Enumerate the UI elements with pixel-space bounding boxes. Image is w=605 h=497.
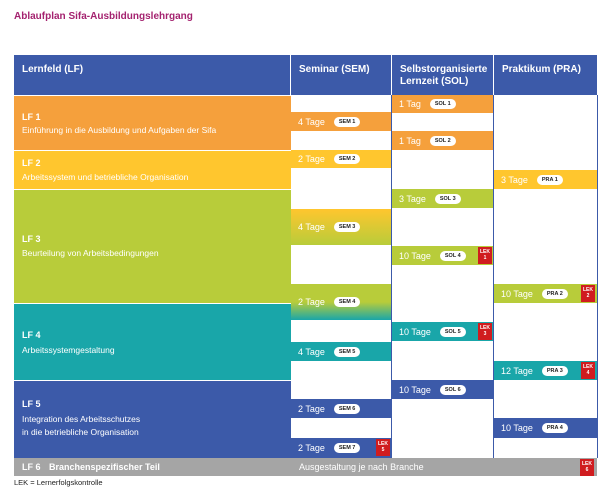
column-divider (391, 95, 392, 458)
page-title: Ablaufplan Sifa-Ausbildungslehrgang (14, 11, 193, 22)
sol4-block: 10 Tage SOL 4 (392, 246, 493, 265)
lf1-label: Einführung in die Ausbildung und Aufgabe… (22, 125, 217, 135)
lf6-band: LF 6 Branchenspezifischer Teil Ausgestal… (14, 458, 597, 476)
header-sol: Selbstorganisierte Lernzeit (SOL) (392, 55, 494, 95)
lf2-id: LF 2 (22, 158, 41, 168)
sem1-block: 4 Tage SEM 1 (291, 112, 391, 131)
pra3-block: 12 Tage PRA 3 (494, 361, 597, 380)
lek-4-marker: LEK 4 (581, 362, 595, 379)
pra1-badge: PRA 1 (536, 174, 563, 185)
pra3-badge: PRA 3 (541, 365, 568, 376)
pra2-badge: PRA 2 (541, 288, 568, 299)
lf5-label-line1: Integration des Arbeitsschutzes (22, 414, 141, 424)
lf1-band: LF 1 Einführung in die Ausbildung und Au… (14, 95, 291, 150)
lf4-label: Arbeitssystemgestaltung (22, 345, 115, 355)
lf5-id: LF 5 (22, 399, 41, 409)
sol5-block: 10 Tage SOL 5 (392, 322, 493, 341)
sem2-block: 2 Tage SEM 2 (291, 150, 391, 168)
lf2-band: LF 2 Arbeitssystem und betriebliche Orga… (14, 150, 291, 189)
sem7-badge: SEM 7 (333, 443, 361, 453)
lf3-id: LF 3 (22, 234, 41, 244)
header-lernfeld: Lernfeld (LF) (14, 55, 291, 95)
lek-2-marker: LEK 2 (581, 285, 595, 302)
lek-5-marker: LEK 5 (376, 439, 390, 456)
sol3-badge: SOL 3 (434, 193, 461, 204)
sol6-badge: SOL 6 (439, 384, 466, 395)
lf1-id: LF 1 (22, 112, 41, 122)
lf6-note: Ausgestaltung je nach Branche (299, 462, 424, 472)
sol1-badge: SOL 1 (429, 99, 456, 109)
pra2-block: 10 Tage PRA 2 (494, 284, 597, 303)
sem4-block: 2 Tage SEM 4 (291, 284, 391, 320)
sol6-block: 10 Tage SOL 6 (392, 380, 493, 399)
sol4-badge: SOL 4 (439, 250, 466, 261)
sem1-badge: SEM 1 (333, 116, 361, 127)
lf6-id: LF 6 (22, 462, 41, 472)
lf3-band: LF 3 Beurteilung von Arbeitsbedingungen (14, 189, 291, 303)
sem6-badge: SEM 6 (333, 403, 361, 414)
lf4-band: LF 4 Arbeitssystemgestaltung (14, 303, 291, 380)
sol5-badge: SOL 5 (439, 326, 466, 337)
sol3-block: 3 Tage SOL 3 (392, 189, 493, 208)
lf6-label: Branchenspezifischer Teil (49, 462, 160, 472)
sem6-block: 2 Tage SEM 6 (291, 399, 391, 418)
lf4-id: LF 4 (22, 330, 41, 340)
pra1-block: 3 Tage PRA 1 (494, 170, 597, 189)
column-divider (493, 95, 494, 458)
sem5-block: 4 Tage SEM 5 (291, 342, 391, 361)
lek-1-marker: LEK 1 (478, 247, 492, 264)
column-divider (597, 95, 598, 458)
header-praktikum: Praktikum (PRA) (494, 55, 597, 95)
sem4-badge: SEM 4 (333, 297, 361, 307)
lek-6-marker: LEK 6 (580, 459, 594, 476)
lf3-label: Beurteilung von Arbeitsbedingungen (22, 248, 159, 258)
sol2-block: 1 Tag SOL 2 (392, 131, 493, 150)
sol1-block: 1 Tag SOL 1 (392, 95, 493, 113)
sem7-block: 2 Tage SEM 7 (291, 438, 391, 458)
footnote: LEK = Lernerfolgskontrolle (14, 478, 103, 487)
sem3-block: 4 Tage SEM 3 (291, 209, 391, 245)
lf5-band: LF 5 Integration des Arbeitsschutzes in … (14, 380, 291, 458)
lf2-label: Arbeitssystem und betriebliche Organisat… (22, 172, 189, 182)
header-seminar: Seminar (SEM) (291, 55, 392, 95)
sem2-badge: SEM 2 (333, 154, 361, 164)
lf5-label-line2: in die betriebliche Organisation (22, 427, 139, 437)
pra4-block: 10 Tage PRA 4 (494, 418, 597, 438)
sol2-badge: SOL 2 (429, 135, 456, 146)
lek-3-marker: LEK 3 (478, 323, 492, 340)
sem3-badge: SEM 3 (333, 222, 361, 232)
sem5-badge: SEM 5 (333, 346, 361, 357)
pra4-badge: PRA 4 (541, 423, 568, 433)
